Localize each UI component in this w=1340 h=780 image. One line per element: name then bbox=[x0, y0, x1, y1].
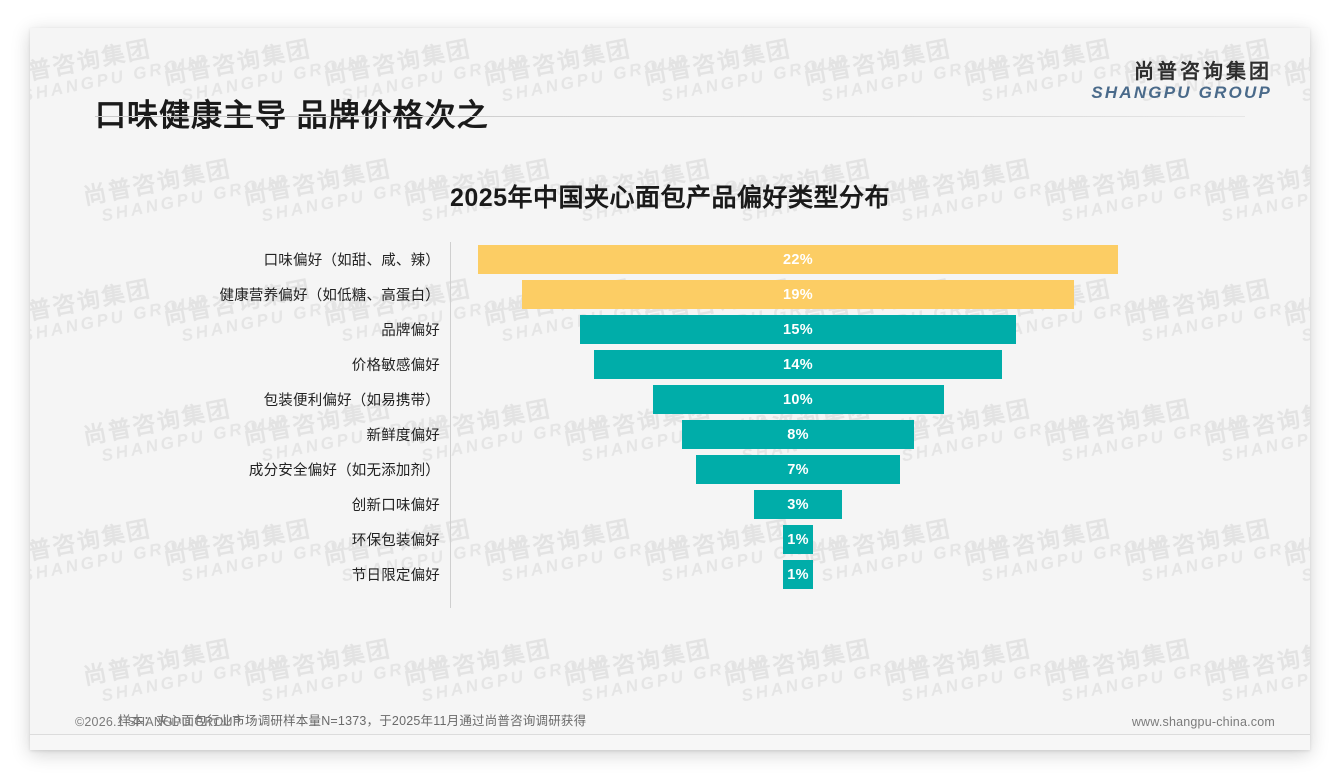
bar-category-label: 口味偏好（如甜、咸、辣） bbox=[263, 253, 440, 269]
brand-logo: 尚普咨询集团 SHANGPU GROUP bbox=[1091, 62, 1272, 102]
bar-category-label: 价格敏感偏好 bbox=[351, 358, 440, 374]
chart-plot: 口味偏好（如甜、咸、辣） 22% 健康营养偏好（如低糖、高蛋白） 19% 品牌偏好 15%… bbox=[30, 242, 1310, 632]
brand-name-en: SHANGPU GROUP bbox=[1091, 83, 1272, 102]
header-divider bbox=[95, 116, 1245, 117]
chart-bar-row: 健康营养偏好（如低糖、高蛋白） 19% bbox=[30, 277, 1310, 312]
bar-segment[interactable]: 3% bbox=[754, 490, 842, 519]
bar-segment[interactable]: 15% bbox=[579, 315, 1017, 344]
bar-segment[interactable]: 14% bbox=[594, 350, 1002, 379]
bar-value-label: 1% bbox=[787, 531, 809, 548]
bar-value-label: 15% bbox=[783, 321, 813, 338]
bar-value-label: 3% bbox=[787, 496, 809, 513]
bar-track: 15% bbox=[451, 312, 1211, 347]
chart-bar-row: 环保包装偏好 1% bbox=[30, 522, 1310, 557]
bar-track: 19% bbox=[451, 277, 1211, 312]
bar-value-label: 19% bbox=[783, 286, 813, 303]
bar-value-label: 1% bbox=[787, 566, 809, 583]
slide-header: 口味健康主导 品牌价格次之 尚普咨询集团 SHANGPU GROUP bbox=[30, 28, 1310, 138]
bar-category-label: 环保包装偏好 bbox=[351, 533, 440, 549]
bar-category-label: 创新口味偏好 bbox=[351, 498, 440, 514]
bar-track: 22% bbox=[451, 242, 1211, 277]
page-title: 口味健康主导 品牌价格次之 bbox=[95, 98, 489, 133]
bar-value-label: 22% bbox=[783, 251, 813, 268]
sample-note: 样本：夹心面包行业市场调研样本量N=1373，于2025年11月通过尚普咨询调研… bbox=[118, 714, 587, 728]
bar-track: 3% bbox=[451, 487, 1211, 522]
bar-segment[interactable]: 1% bbox=[783, 560, 813, 589]
bar-segment[interactable]: 10% bbox=[652, 385, 944, 414]
bar-category-label: 新鲜度偏好 bbox=[366, 428, 440, 444]
slide-card: 尚普咨询集团 SHANGPU GROUP 尚普咨询集团 SHANGPU GROUP 尚普… bbox=[30, 28, 1310, 750]
y-axis-line bbox=[450, 242, 451, 608]
bar-category-label: 健康营养偏好（如低糖、高蛋白） bbox=[219, 288, 440, 304]
bar-segment[interactable]: 7% bbox=[696, 455, 900, 484]
bar-track: 7% bbox=[451, 452, 1211, 487]
bar-track: 14% bbox=[451, 347, 1211, 382]
bar-rows: 口味偏好（如甜、咸、辣） 22% 健康营养偏好（如低糖、高蛋白） 19% 品牌偏好 15%… bbox=[30, 242, 1310, 592]
bar-value-label: 8% bbox=[787, 426, 809, 443]
bar-category-label: 成分安全偏好（如无添加剂） bbox=[248, 463, 440, 479]
chart-bar-row: 创新口味偏好 3% bbox=[30, 487, 1310, 522]
bar-category-label: 品牌偏好 bbox=[381, 323, 440, 339]
bar-segment[interactable]: 8% bbox=[681, 420, 915, 449]
bar-track: 10% bbox=[451, 382, 1211, 417]
bar-segment[interactable]: 22% bbox=[477, 245, 1119, 274]
chart-bar-row: 口味偏好（如甜、咸、辣） 22% bbox=[30, 242, 1310, 277]
bar-category-label: 包装便利偏好（如易携带） bbox=[263, 393, 440, 409]
bar-segment[interactable]: 1% bbox=[783, 525, 813, 554]
brand-name-cn: 尚普咨询集团 bbox=[1134, 61, 1272, 83]
slide-footer: ©2026.1 SHANGPU GROUP www.shangpu-china.… bbox=[30, 715, 1310, 750]
bar-value-label: 14% bbox=[783, 356, 813, 373]
chart-bar-row: 价格敏感偏好 14% bbox=[30, 347, 1310, 382]
bar-track: 8% bbox=[451, 417, 1211, 452]
chart-bar-row: 节日限定偏好 1% bbox=[30, 557, 1310, 592]
footer-divider bbox=[30, 734, 1310, 735]
chart-bar-row: 包装便利偏好（如易携带） 10% bbox=[30, 382, 1310, 417]
bar-track: 1% bbox=[451, 522, 1211, 557]
chart-bar-row: 新鲜度偏好 8% bbox=[30, 417, 1310, 452]
chart-area: 2025年中国夹心面包产品偏好类型分布 口味偏好（如甜、咸、辣） 22% 健康营养偏… bbox=[30, 148, 1310, 668]
bar-value-label: 7% bbox=[787, 461, 809, 478]
bar-category-label: 节日限定偏好 bbox=[351, 568, 440, 584]
bar-segment[interactable]: 19% bbox=[521, 280, 1075, 309]
chart-title: 2025年中国夹心面包产品偏好类型分布 bbox=[449, 184, 891, 212]
bar-value-label: 10% bbox=[783, 391, 813, 408]
chart-bar-row: 品牌偏好 15% bbox=[30, 312, 1310, 347]
bar-track: 1% bbox=[451, 557, 1211, 592]
copyright-text: ©2026.1 SHANGPU GROUP bbox=[75, 715, 242, 729]
chart-bar-row: 成分安全偏好（如无添加剂） 7% bbox=[30, 452, 1310, 487]
website-link[interactable]: www.shangpu-china.com bbox=[1131, 715, 1275, 729]
